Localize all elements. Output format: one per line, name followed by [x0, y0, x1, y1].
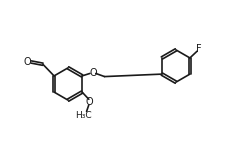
- Text: O: O: [85, 97, 92, 107]
- Text: H₃C: H₃C: [74, 111, 91, 120]
- Text: O: O: [89, 68, 96, 78]
- Text: O: O: [24, 57, 32, 67]
- Text: F: F: [195, 44, 201, 54]
